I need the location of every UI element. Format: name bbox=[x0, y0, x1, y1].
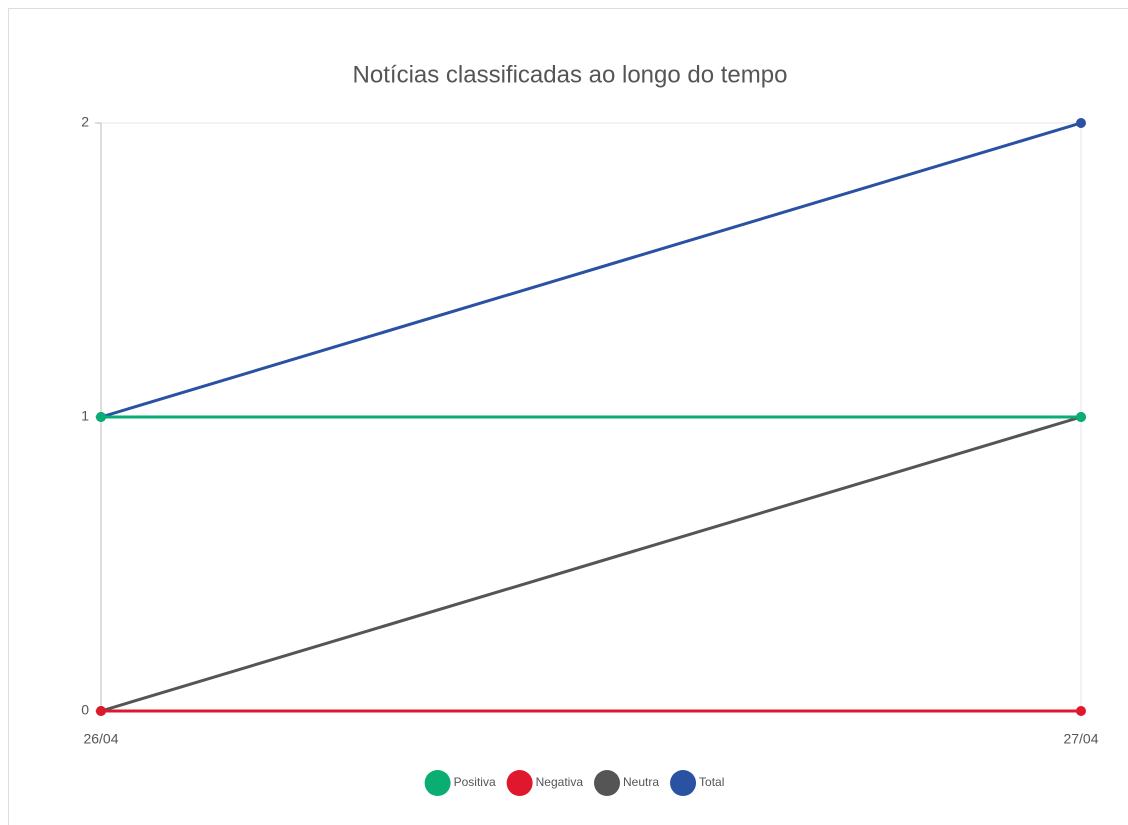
legend-swatch bbox=[424, 770, 451, 796]
legend-label: Positiva bbox=[454, 775, 496, 789]
data-point bbox=[96, 412, 106, 422]
legend-swatch bbox=[670, 770, 697, 796]
x-tick-label: 27/04 bbox=[1063, 731, 1098, 747]
data-point bbox=[96, 706, 106, 716]
y-tick-label: 1 bbox=[81, 408, 89, 424]
chart-title: Notícias classificadas ao longo do tempo bbox=[353, 61, 788, 88]
data-point bbox=[1076, 412, 1086, 422]
legend-label: Neutra bbox=[623, 775, 659, 789]
y-tick-label: 0 bbox=[81, 702, 89, 718]
series-line bbox=[100, 415, 1082, 713]
y-tick-label: 2 bbox=[81, 114, 89, 130]
legend-label: Total bbox=[699, 775, 724, 789]
legend-swatch bbox=[506, 770, 533, 796]
data-point bbox=[1076, 118, 1086, 128]
legend-label: Negativa bbox=[536, 775, 584, 789]
x-tick-label: 26/04 bbox=[83, 731, 118, 747]
series-line bbox=[100, 121, 1082, 419]
legend-swatch bbox=[594, 770, 621, 796]
data-point bbox=[1076, 706, 1086, 716]
